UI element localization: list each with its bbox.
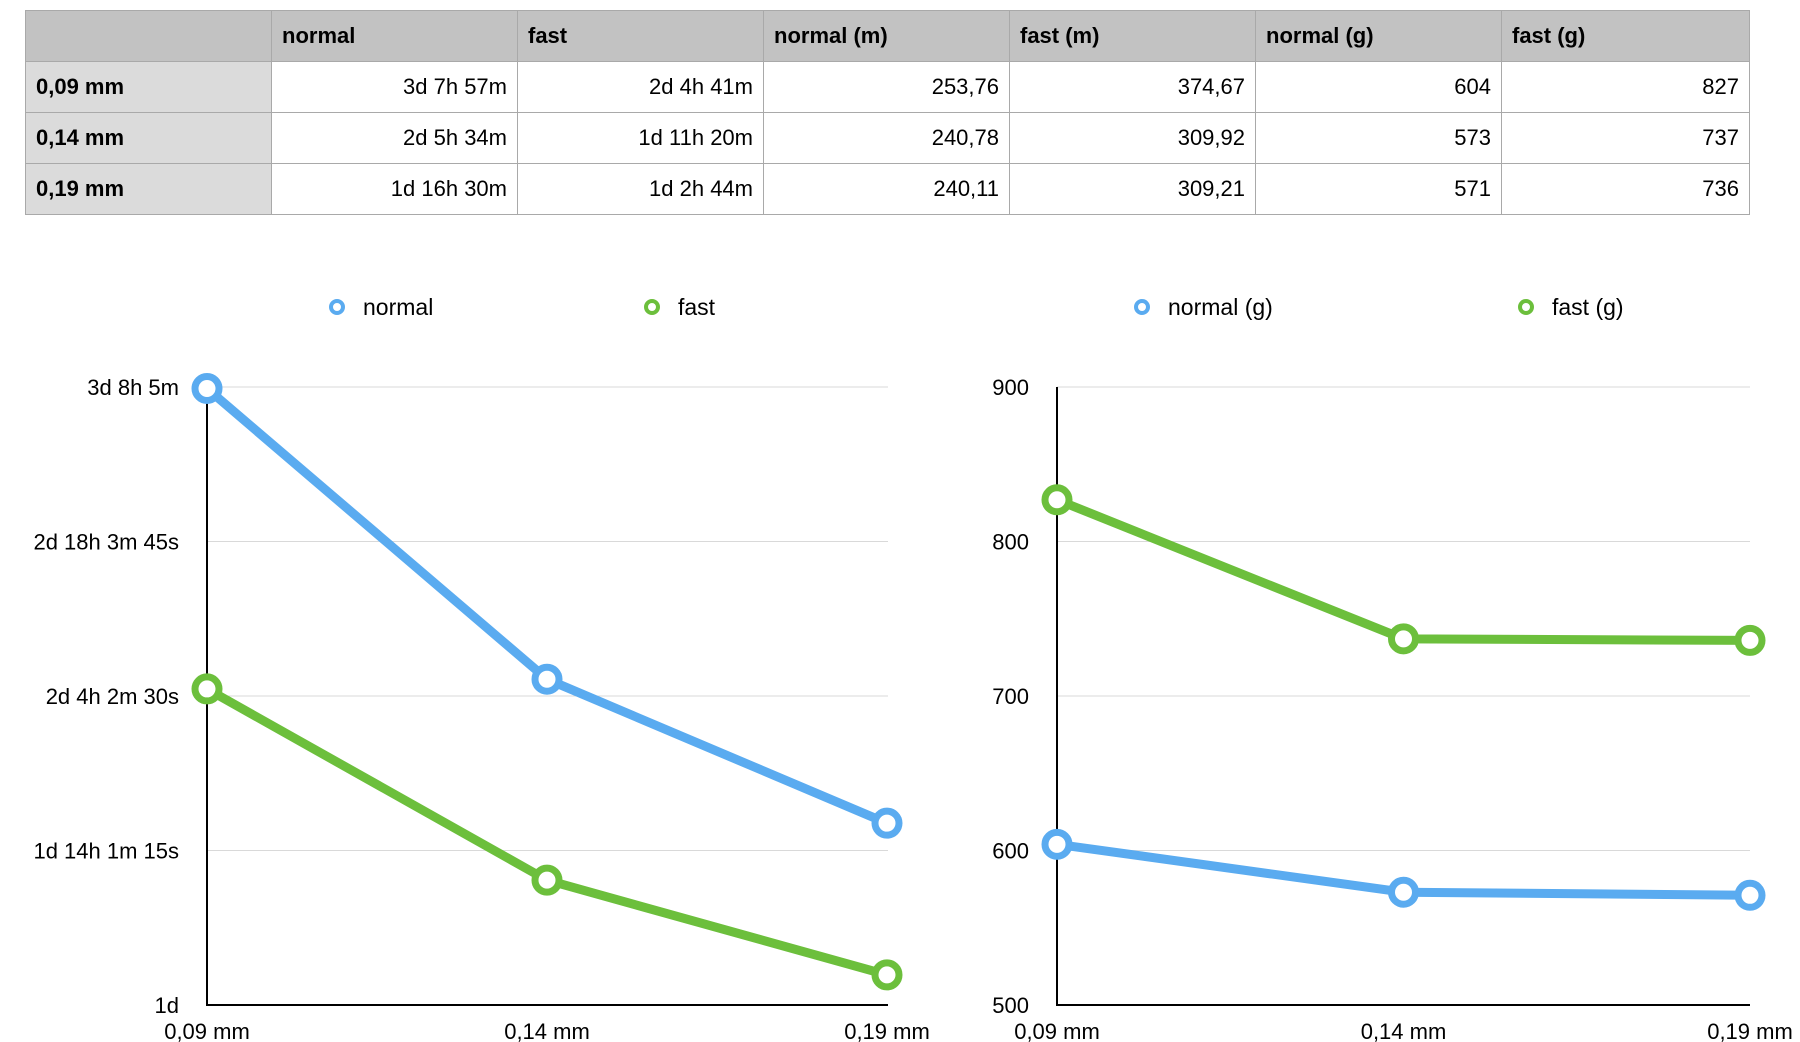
data-point-normal xyxy=(191,372,223,404)
table-cell: 2d 5h 34m xyxy=(271,112,518,164)
y-tick-label: 1d xyxy=(155,993,179,1018)
y-tick-label: 1d 14h 1m 15s xyxy=(33,839,179,864)
y-tick-label: 700 xyxy=(992,684,1029,709)
header-corner xyxy=(25,10,272,62)
legend-marker xyxy=(1134,299,1150,315)
y-tick-label: 3d 8h 5m xyxy=(87,375,179,400)
header-normal-m: normal (m) xyxy=(763,10,1010,62)
data-point-fast xyxy=(871,959,903,991)
table-cell: 374,67 xyxy=(1009,61,1256,113)
header-normal-g: normal (g) xyxy=(1255,10,1502,62)
data-point-normal xyxy=(531,663,563,695)
table-cell: 571 xyxy=(1255,163,1502,215)
y-tick-label: 900 xyxy=(992,375,1029,400)
x-tick-label: 0,09 mm xyxy=(164,1019,250,1042)
series-line-normal xyxy=(202,383,892,828)
data-point-fast-g xyxy=(1041,484,1073,516)
y-tick-label: 2d 18h 3m 45s xyxy=(33,529,179,554)
table-cell: 253,76 xyxy=(763,61,1010,113)
header-fast-m: fast (m) xyxy=(1009,10,1256,62)
row-label: 0,19 mm xyxy=(25,163,272,215)
data-point-normal xyxy=(871,807,903,839)
table-cell: 736 xyxy=(1501,163,1750,215)
table-row: 0,14 mm 2d 5h 34m 1d 11h 20m 240,78 309,… xyxy=(25,112,1750,164)
data-point-normal-g xyxy=(1041,828,1073,860)
x-tick-label: 0,19 mm xyxy=(1707,1019,1793,1042)
legend-label: normal xyxy=(363,294,433,320)
table-cell: 240,11 xyxy=(763,163,1010,215)
header-fast: fast xyxy=(517,10,764,62)
table-cell: 604 xyxy=(1255,61,1502,113)
table-cell: 573 xyxy=(1255,112,1502,164)
table-row: 0,19 mm 1d 16h 30m 1d 2h 44m 240,11 309,… xyxy=(25,163,1750,215)
weight-line-chart: 500 600 700 800 900 0,09 mm 0,14 mm 0,19 mm norm… xyxy=(992,294,1793,1042)
data-point-fast-g xyxy=(1734,624,1766,656)
legend-label: normal (g) xyxy=(1168,294,1273,320)
data-point-fast xyxy=(531,864,563,896)
x-tick-label: 0,14 mm xyxy=(1361,1019,1447,1042)
legend-marker xyxy=(644,299,660,315)
table-header-row: normal fast normal (m) fast (m) normal (… xyxy=(25,10,1750,62)
legend-marker xyxy=(1518,299,1534,315)
data-point-normal-g xyxy=(1734,879,1766,911)
series-line-fast-g xyxy=(1052,495,1755,645)
table-cell: 2d 4h 41m xyxy=(517,61,764,113)
series-line-fast xyxy=(202,684,892,980)
header-fast-g: fast (g) xyxy=(1501,10,1750,62)
y-tick-label: 800 xyxy=(992,530,1029,555)
row-label: 0,14 mm xyxy=(25,112,272,164)
data-point-fast-g xyxy=(1388,623,1419,655)
x-tick-label: 0,14 mm xyxy=(504,1019,590,1042)
table-row: 0,09 mm 3d 7h 57m 2d 4h 41m 253,76 374,6… xyxy=(25,61,1750,113)
table-cell: 737 xyxy=(1501,112,1750,164)
row-label: 0,09 mm xyxy=(25,61,272,113)
table-cell: 240,78 xyxy=(763,112,1010,164)
x-tick-label: 0,09 mm xyxy=(1014,1019,1100,1042)
data-point-normal-g xyxy=(1388,876,1419,908)
y-tick-label: 500 xyxy=(992,993,1029,1018)
table-cell: 1d 11h 20m xyxy=(517,112,764,164)
table-cell: 1d 2h 44m xyxy=(517,163,764,215)
table-cell: 1d 16h 30m xyxy=(271,163,518,215)
data-point-fast xyxy=(191,673,223,705)
data-table: normal fast normal (m) fast (m) normal (… xyxy=(25,10,1750,215)
table-cell: 309,92 xyxy=(1009,112,1256,164)
table-cell: 827 xyxy=(1501,61,1750,113)
y-tick-label: 2d 4h 2m 30s xyxy=(46,684,179,709)
y-tick-label: 600 xyxy=(992,839,1029,864)
legend-label: fast xyxy=(678,294,716,320)
time-line-chart: 1d 1d 14h 1m 15s 2d 4h 2m 30s 2d 18h 3m 45s… xyxy=(33,294,929,1042)
legend-label: fast (g) xyxy=(1552,294,1624,320)
legend-marker xyxy=(329,299,345,315)
table-cell: 309,21 xyxy=(1009,163,1256,215)
x-tick-label: 0,19 mm xyxy=(844,1019,930,1042)
